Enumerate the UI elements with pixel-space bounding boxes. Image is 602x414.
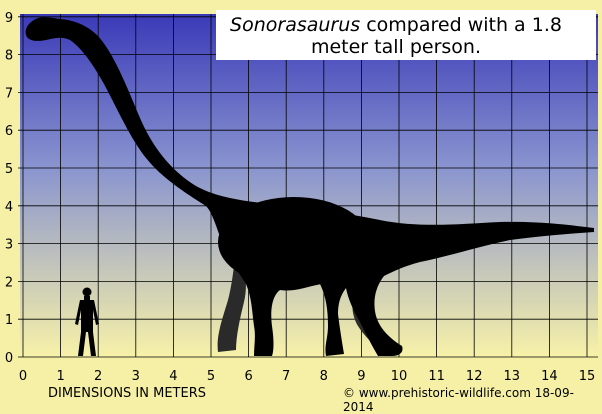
- title-text-line2: meter tall person.: [310, 36, 482, 58]
- x-tick-label: 13: [504, 369, 521, 384]
- x-tick-label: 11: [428, 369, 445, 384]
- y-tick-label: 3: [5, 238, 13, 253]
- y-tick-label: 6: [5, 124, 13, 139]
- x-tick-label: 9: [357, 369, 365, 384]
- title-species-name: Sonorasaurus: [230, 14, 361, 36]
- y-tick-label: 1: [5, 313, 13, 328]
- x-tick-label: 4: [169, 369, 177, 384]
- y-tick-label: 4: [5, 200, 13, 215]
- x-tick-label: 0: [19, 369, 27, 384]
- x-tick-label: 8: [320, 369, 328, 384]
- x-tick-label: 5: [207, 369, 215, 384]
- x-tick-label: 3: [132, 369, 140, 384]
- x-tick-label: 2: [94, 369, 102, 384]
- y-tick-label: 7: [5, 86, 13, 101]
- diagram-title: Sonorasaurus compared with a 1.8 meter t…: [212, 14, 580, 58]
- y-tick-label: 9: [5, 11, 13, 26]
- y-axis-ticks: 0 1 2 3 4 5 6 7 8 9: [5, 11, 13, 366]
- x-tick-label: 15: [579, 369, 596, 384]
- title-box: [216, 10, 596, 60]
- x-tick-label: 7: [282, 369, 290, 384]
- x-tick-label: 1: [56, 369, 64, 384]
- y-tick-label: 2: [5, 275, 13, 290]
- title-text: compared with a 1.8: [360, 14, 562, 36]
- y-tick-label: 0: [5, 351, 13, 366]
- y-tick-label: 8: [5, 49, 13, 64]
- x-axis-ticks: 0 1 2 3 4 5 6 7 8 9 10 11 12 13 14 15: [19, 369, 595, 384]
- x-tick-label: 14: [541, 369, 558, 384]
- sauropod-silhouette-icon: [25, 17, 595, 356]
- x-axis-label: DIMENSIONS IN METERS: [48, 386, 206, 401]
- x-tick-label: 12: [466, 369, 483, 384]
- credit-text: © www.prehistoric-wildlife.com 18-09-201…: [343, 386, 574, 414]
- x-tick-label: 10: [391, 369, 408, 384]
- x-tick-label: 6: [244, 369, 252, 384]
- human-silhouette-icon: [75, 287, 99, 356]
- y-tick-label: 5: [5, 162, 13, 177]
